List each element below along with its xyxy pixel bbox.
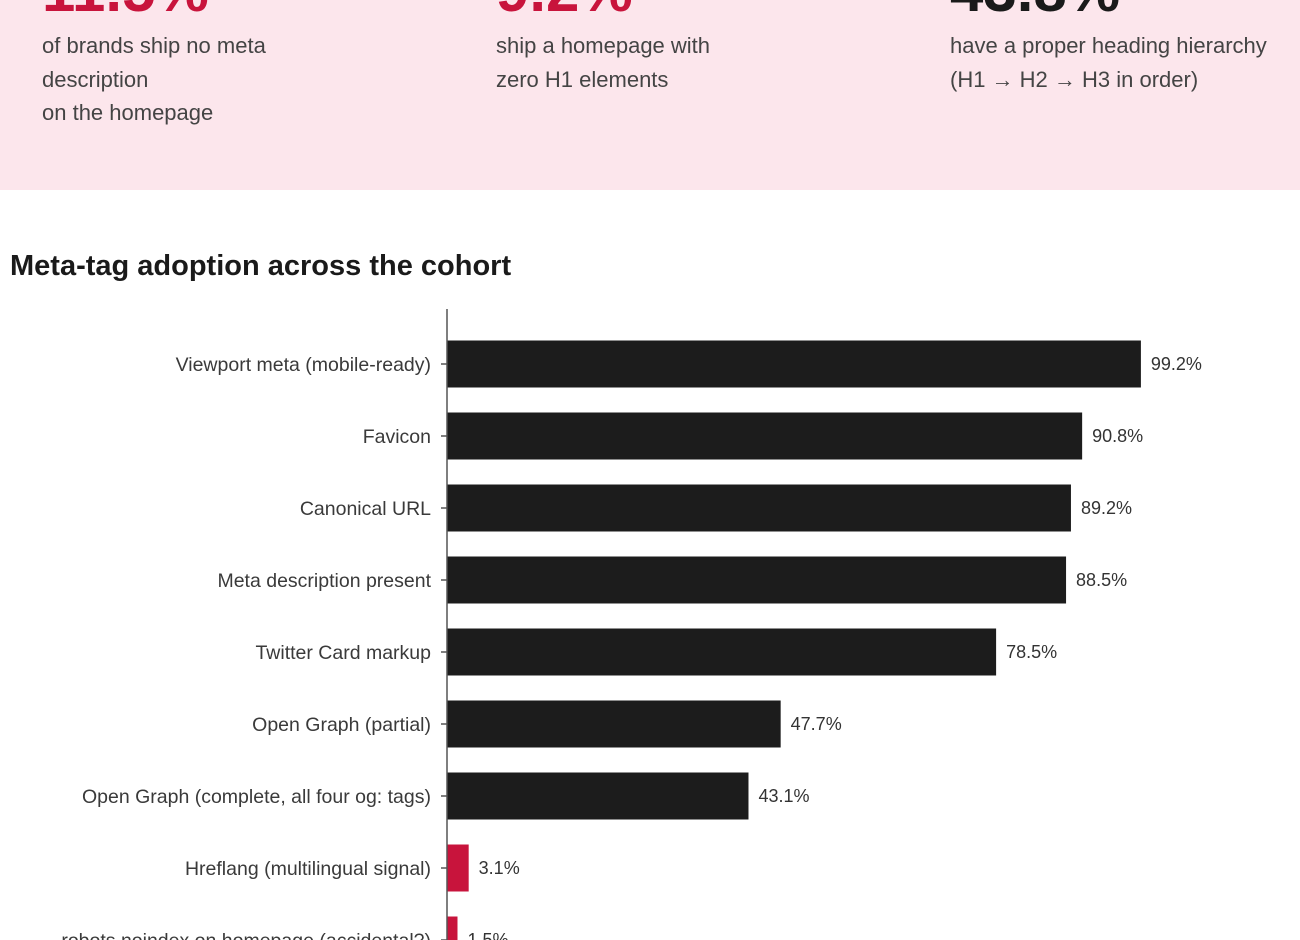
stat-value: 43.8% (950, 0, 1267, 26)
stat-zero-h1: 9.2% ship a homepage with zero H1 elemen… (496, 0, 710, 96)
bar (447, 844, 469, 892)
value-label: 99.2% (1151, 354, 1202, 374)
axis-layer: Viewport meta (mobile-ready) 99.2% Favicon… (61, 309, 1202, 940)
section-title: Meta-tag adoption across the cohort (10, 250, 512, 282)
value-label: 90.8% (1092, 426, 1143, 446)
bar (447, 700, 781, 748)
category-label: Viewport meta (mobile-ready) (176, 354, 431, 376)
value-label: 3.1% (479, 858, 520, 878)
category-label: Open Graph (partial) (252, 714, 431, 736)
category-label: Meta description present (217, 570, 431, 592)
value-label: 89.2% (1081, 498, 1132, 518)
bar (447, 340, 1141, 388)
stat-missing-meta-description: 11.5% of brands ship no meta description… (42, 0, 266, 130)
category-label: Open Graph (complete, all four og: tags) (82, 786, 431, 808)
bars-layer (447, 340, 1141, 940)
value-label: 43.1% (758, 786, 809, 806)
stat-description-line: have a proper heading hierarchy (950, 33, 1267, 58)
stat-description-line: ship a homepage with (496, 33, 711, 58)
stat-description: have a proper heading hierarchy (H1 → H2… (950, 29, 1267, 96)
stats-band: 11.5% of brands ship no meta description… (0, 0, 1300, 190)
value-label: 1.5% (467, 930, 508, 940)
stat-description-line: zero H1 elements (496, 66, 669, 92)
bar (447, 556, 1067, 604)
meta-tag-adoption-chart: Viewport meta (mobile-ready) 99.2% Favicon… (61, 309, 1202, 940)
bar (447, 772, 749, 820)
value-label: 88.5% (1076, 570, 1127, 590)
stat-description-line: (H1 → H2 → H3 in order) (950, 66, 1199, 92)
value-label: 47.7% (791, 714, 842, 734)
bar (447, 412, 1083, 460)
stat-value: 9.2% (496, 0, 710, 26)
stat-value: 11.5% (42, 0, 266, 26)
bar (447, 484, 1071, 532)
stat-description: ship a homepage with zero H1 elements (496, 29, 710, 96)
stat-description-line: of brands ship no meta (42, 33, 266, 58)
stat-description-line: description (42, 66, 149, 92)
category-label: Hreflang (multilingual signal) (185, 858, 431, 880)
category-label: Twitter Card markup (255, 642, 431, 664)
stat-description: of brands ship no meta description on th… (42, 29, 266, 130)
stat-description-line: on the homepage (42, 100, 214, 125)
bar (447, 916, 458, 940)
category-label: Favicon (363, 426, 431, 448)
stat-heading-hierarchy: 43.8% have a proper heading hierarchy (H… (950, 0, 1267, 96)
category-label: Canonical URL (300, 498, 431, 520)
category-label: robots noindex on homepage (accidental?) (61, 930, 431, 940)
value-label: 78.5% (1006, 642, 1057, 662)
bar (447, 628, 997, 676)
